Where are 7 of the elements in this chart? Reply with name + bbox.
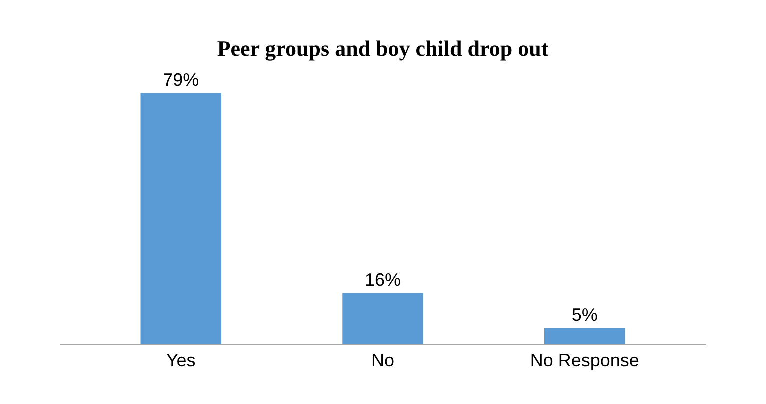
x-tick-label: Yes — [166, 350, 196, 371]
chart-title: Peer groups and boy child drop out — [217, 36, 550, 61]
data-label: 16% — [364, 270, 402, 290]
data-label: 5% — [572, 305, 598, 326]
x-tick-label: No Response — [530, 350, 640, 371]
data-label: 79% — [163, 70, 200, 90]
x-tick-label: No — [371, 350, 395, 371]
